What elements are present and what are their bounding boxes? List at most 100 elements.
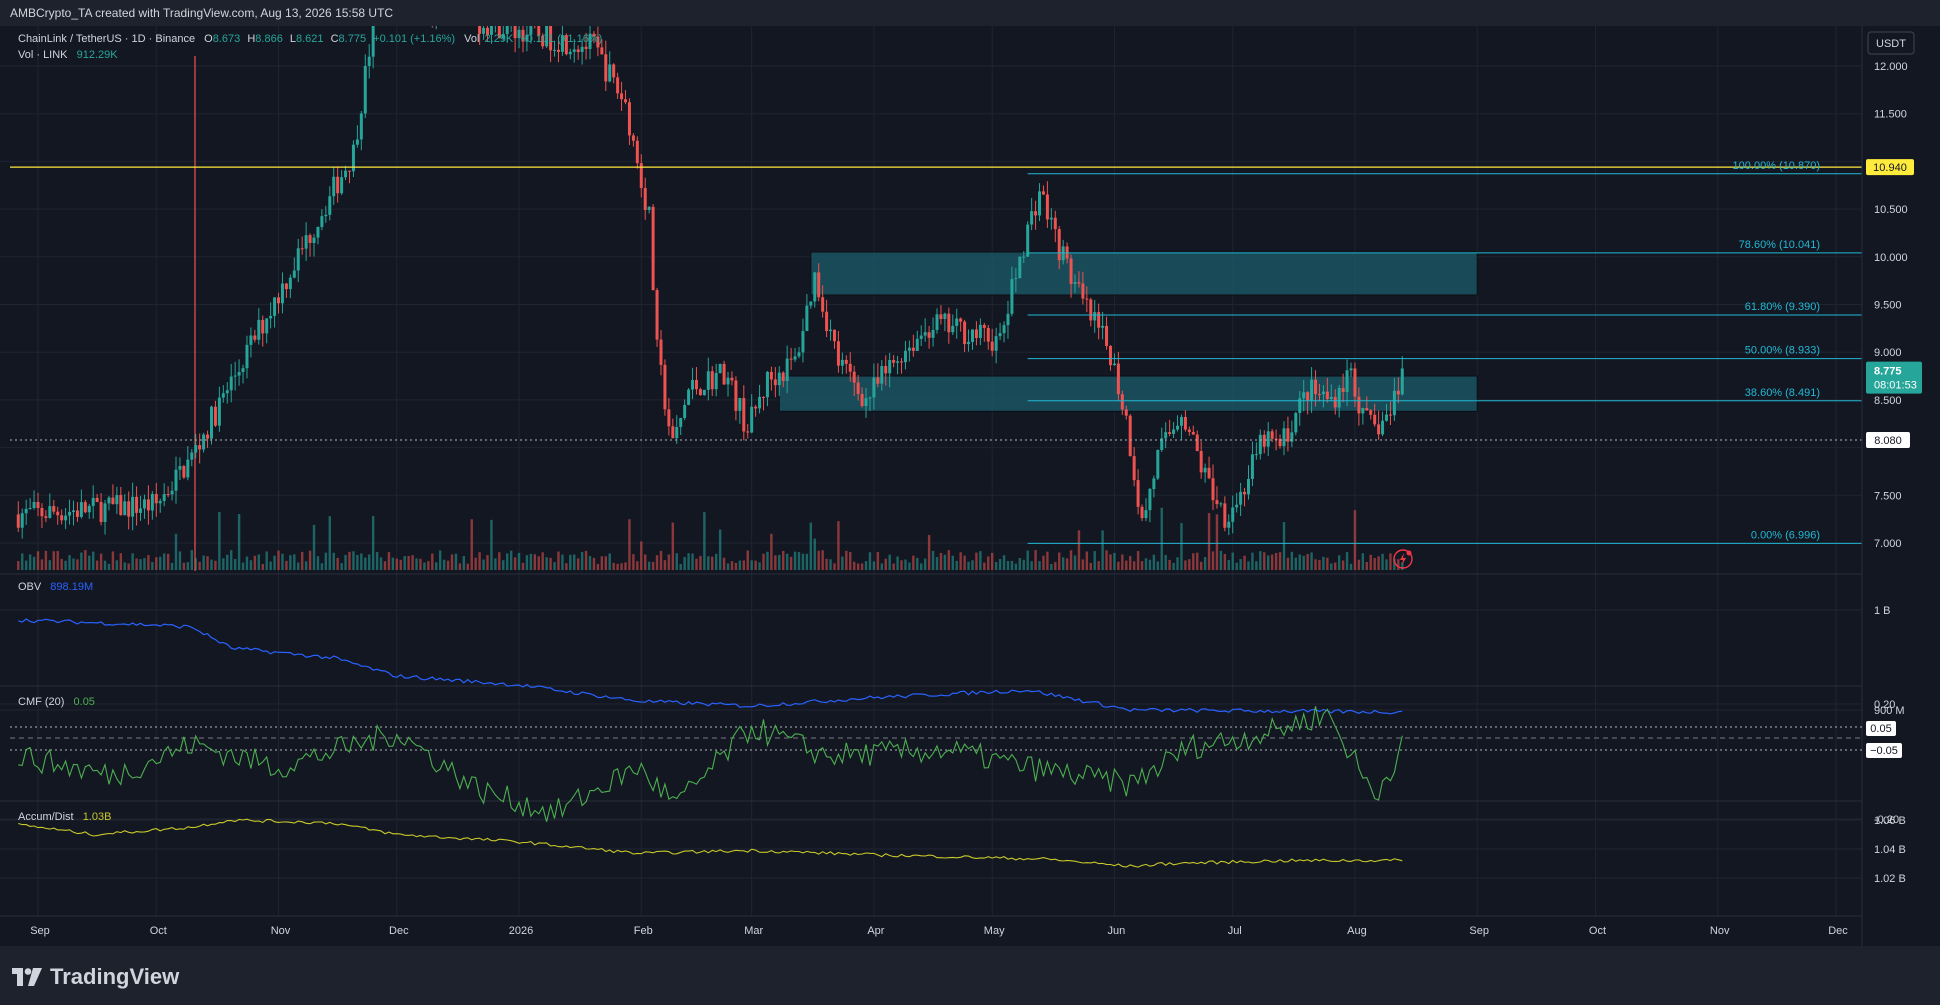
time-label: Feb — [634, 925, 653, 937]
candle-body — [872, 377, 876, 398]
volume-bar — [636, 561, 639, 570]
volume-bar — [1397, 559, 1400, 570]
time-label: Nov — [1710, 925, 1730, 937]
volume-bar — [257, 554, 261, 570]
svg-text:Vol · LINK 912.29K: Vol · LINK 912.29K — [18, 49, 118, 61]
volume-bar — [947, 550, 951, 570]
volume-bar — [707, 556, 710, 570]
volume-bar — [994, 562, 998, 570]
volume-bar — [190, 550, 193, 570]
volume-bar — [900, 560, 903, 570]
volume-bar — [1274, 552, 1278, 570]
volume-bar — [529, 553, 533, 570]
volume-bar — [470, 519, 473, 570]
volume-bar — [214, 560, 217, 570]
candle-body — [1049, 217, 1053, 220]
volume-bar — [640, 541, 643, 570]
time-label: Apr — [867, 925, 884, 937]
chart-svg[interactable]: 100.00% (10.870) 78.60% (10.041) 61.80% (9… — [0, 0, 1940, 946]
price-tick: 11.500 — [1874, 109, 1907, 121]
candle-body — [683, 404, 687, 418]
volume-bar — [1330, 563, 1333, 570]
volume-bar — [600, 556, 604, 570]
volume-bar — [1318, 559, 1321, 570]
top-bar: AMBCrypto_TA created with TradingView.co… — [0, 0, 1940, 26]
candle-body — [1089, 299, 1093, 321]
chart-frame[interactable]: 100.00% (10.870) 78.60% (10.041) 61.80% (9… — [0, 0, 1940, 946]
volume-bar — [1203, 557, 1207, 570]
volume-bar — [758, 562, 761, 570]
volume-bar — [454, 553, 458, 570]
time-label: May — [984, 925, 1005, 937]
currency-badge[interactable]: USDT — [1867, 31, 1915, 55]
volume-bar — [273, 555, 276, 570]
candle-body — [221, 393, 225, 398]
candle-body — [1250, 454, 1254, 479]
candle-body — [52, 506, 56, 512]
volume-bar — [285, 560, 288, 570]
candle-body — [1262, 434, 1266, 447]
candle-body — [967, 341, 971, 345]
current-price-badge: 8.775 08:01:53 — [1866, 361, 1922, 394]
candle-body — [825, 311, 829, 332]
candle-body — [1128, 415, 1132, 457]
candle-body — [107, 497, 111, 504]
candle-body — [111, 497, 115, 505]
volume-bar — [809, 522, 813, 570]
candle-body — [1081, 283, 1085, 299]
candle-body — [1053, 217, 1057, 230]
candle-body — [588, 33, 592, 49]
candle-body — [702, 389, 706, 396]
candle-body — [624, 99, 628, 103]
volume-bar — [1211, 551, 1215, 570]
alert-icon[interactable] — [1393, 549, 1413, 569]
volume-bar — [194, 558, 197, 570]
candle-body — [1223, 503, 1227, 528]
volume-bar — [1385, 559, 1388, 570]
candle-body — [1353, 368, 1357, 397]
volume-bar — [1002, 555, 1006, 570]
tradingview-logo[interactable]: TradingView — [12, 964, 179, 990]
volume-bar — [975, 552, 978, 570]
candle-body — [288, 277, 292, 290]
volume-bar — [959, 552, 962, 570]
volume-bar — [920, 563, 923, 570]
candle-body — [1290, 432, 1294, 442]
volume-bar — [88, 555, 91, 570]
volume-bar — [1365, 562, 1368, 570]
candle-body — [541, 35, 545, 47]
candle-body — [273, 297, 277, 316]
candle-body — [915, 338, 919, 351]
candle-body — [56, 511, 60, 516]
candle-body — [963, 321, 967, 345]
volume-bar — [821, 550, 824, 570]
svg-text:USDT: USDT — [1876, 38, 1906, 50]
price-tick: 10.000 — [1874, 252, 1908, 264]
time-label: Jun — [1108, 925, 1126, 937]
volume-bar — [927, 534, 931, 570]
candle-body — [939, 314, 943, 320]
time-label: Jul — [1228, 925, 1242, 937]
volume-bar — [1073, 555, 1077, 570]
volume-bar — [943, 554, 947, 570]
volume-bar — [789, 556, 793, 570]
volume-bar — [1227, 559, 1230, 570]
candle-body — [178, 466, 182, 470]
volume-bar — [1184, 560, 1187, 570]
volume-bar — [1373, 557, 1376, 570]
volume-bar — [44, 550, 48, 570]
candle-body — [750, 406, 754, 433]
svg-text:0.05: 0.05 — [1870, 723, 1891, 735]
volume-bar — [304, 561, 308, 570]
volume-bar — [671, 522, 675, 570]
volume-bar — [1369, 554, 1372, 570]
candle-countdown: 08:01:53 — [1874, 380, 1917, 392]
candle-body — [1329, 396, 1333, 400]
volume-bar — [135, 558, 138, 570]
volume-bar — [115, 560, 119, 570]
candle-body — [71, 510, 75, 512]
vertical-gridlines — [37, 26, 1837, 916]
volume-bar — [162, 553, 166, 570]
candle-body — [529, 21, 533, 35]
volume-bar — [233, 558, 237, 570]
